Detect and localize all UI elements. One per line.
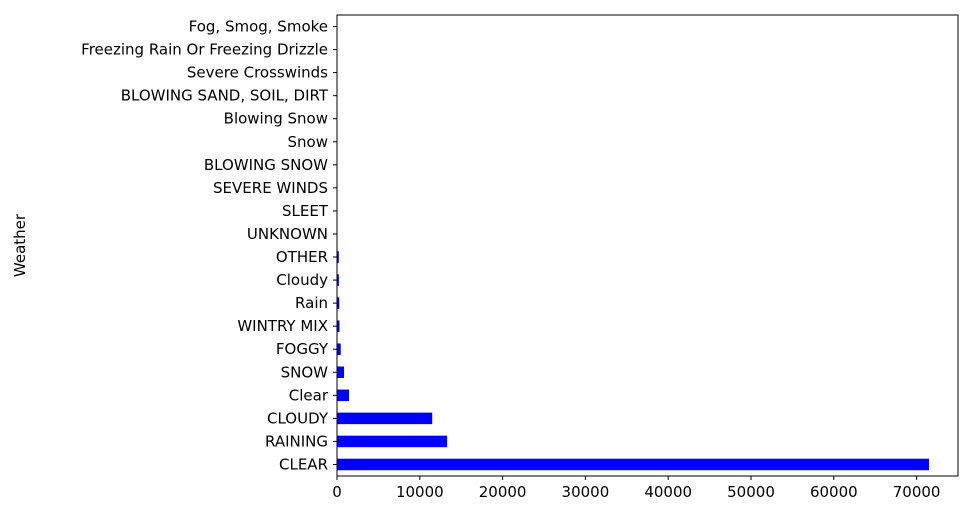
y-tick-label: Freezing Rain Or Freezing Drizzle <box>81 41 328 59</box>
x-tick-label: 50000 <box>727 483 775 501</box>
plot-frame <box>336 14 959 477</box>
y-tick-label: Rain <box>295 294 328 312</box>
y-tick-label: Clear <box>289 386 329 404</box>
bar-9 <box>337 251 339 263</box>
y-tick-label: Fog, Smog, Smoke <box>189 18 328 36</box>
x-tick-label: 60000 <box>810 483 858 501</box>
bar-3 <box>337 389 350 402</box>
y-tick-label: Cloudy <box>276 271 328 289</box>
x-tick-label: 30000 <box>562 483 610 501</box>
bar-4 <box>337 366 345 379</box>
y-tick-label: Blowing Snow <box>224 110 328 128</box>
y-tick-label: SLEET <box>282 202 329 220</box>
bar-6 <box>337 320 340 332</box>
bar-7 <box>337 297 340 309</box>
bar-0 <box>337 458 930 471</box>
y-tick-label: SNOW <box>281 363 329 381</box>
y-tick-label: BLOWING SAND, SOIL, DIRT <box>121 87 329 105</box>
y-axis-ticks: CLEAR RAINING CLOUDY Clear SNOW FOGGY WINTRY M… <box>81 18 337 473</box>
bar-5 <box>337 343 341 355</box>
y-tick-label: FOGGY <box>276 340 329 358</box>
x-tick-label: 20000 <box>479 483 527 501</box>
y-tick-label: CLOUDY <box>267 409 329 427</box>
x-tick-label: 40000 <box>644 483 692 501</box>
bar-8 <box>337 274 339 286</box>
bars-group <box>337 20 930 471</box>
y-tick-label: WINTRY MIX <box>237 317 328 335</box>
y-tick-label: SEVERE WINDS <box>213 179 328 197</box>
x-axis-ticks: 0 10000 20000 30000 40000 50000 60000 70000 <box>332 476 940 501</box>
y-tick-label: UNKNOWN <box>247 225 328 243</box>
bar-2 <box>337 412 433 425</box>
y-tick-label: OTHER <box>276 248 328 266</box>
y-tick-label: Snow <box>288 133 328 151</box>
y-tick-label: RAINING <box>265 432 328 450</box>
y-tick-label: CLEAR <box>279 455 328 473</box>
x-tick-label: 10000 <box>396 483 444 501</box>
y-axis-label: Weather <box>11 213 29 277</box>
y-tick-label: Severe Crosswinds <box>187 64 328 82</box>
x-tick-label: 0 <box>332 483 342 501</box>
bar-1 <box>337 435 448 448</box>
y-tick-label: BLOWING SNOW <box>204 156 328 174</box>
x-tick-label: 70000 <box>893 483 941 501</box>
